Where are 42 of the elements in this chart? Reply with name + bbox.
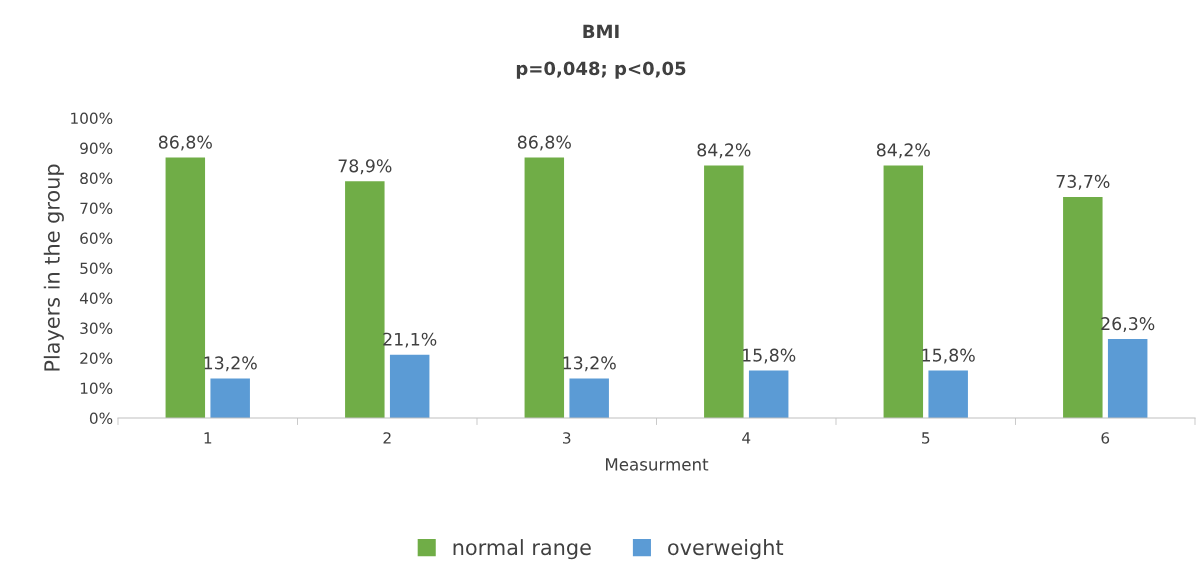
bar bbox=[704, 165, 744, 418]
data-label: 84,2% bbox=[876, 143, 930, 159]
data-label: 84,2% bbox=[697, 143, 751, 159]
chart-title: BMI bbox=[583, 24, 619, 38]
y-tick-label: 70% bbox=[80, 202, 113, 215]
x-tick-label: 2 bbox=[383, 432, 391, 444]
bar bbox=[165, 157, 206, 418]
x-tick-label: 6 bbox=[1101, 432, 1110, 444]
y-tick-label: 40% bbox=[79, 292, 113, 305]
bar bbox=[1063, 196, 1103, 418]
x-axis-title: Measurment bbox=[606, 458, 709, 471]
y-tick-label: 90% bbox=[80, 142, 113, 155]
y-tick-label: 50% bbox=[80, 262, 113, 275]
bar bbox=[569, 378, 609, 418]
data-label: 15,8% bbox=[743, 348, 796, 364]
bar bbox=[345, 181, 385, 418]
legend-label: overweight bbox=[668, 539, 784, 560]
y-tick-label: 30% bbox=[80, 322, 113, 335]
data-label: 86,8% bbox=[158, 135, 212, 151]
y-tick-label: 0% bbox=[89, 412, 113, 425]
bar bbox=[524, 157, 565, 418]
chart-subtitle: p=0,048; p<0,05 bbox=[516, 61, 686, 79]
legend-label: normal range bbox=[453, 539, 591, 560]
data-label: 78,9% bbox=[338, 159, 392, 175]
y-axis-title: Players in the group bbox=[43, 164, 64, 371]
bar bbox=[883, 165, 924, 418]
data-label: 73,7% bbox=[1056, 174, 1110, 190]
x-tick-label: 5 bbox=[922, 432, 930, 444]
y-tick-label: 10% bbox=[80, 382, 113, 395]
data-label: 86,8% bbox=[517, 135, 571, 151]
x-tick-label: 1 bbox=[204, 432, 212, 444]
bar bbox=[1107, 339, 1148, 418]
x-tick-label: 3 bbox=[563, 432, 571, 444]
bar bbox=[210, 378, 250, 418]
bar bbox=[389, 354, 430, 418]
bar bbox=[748, 370, 789, 418]
bar bbox=[928, 370, 968, 418]
y-tick-label: 20% bbox=[80, 352, 113, 365]
y-tick-label: 100% bbox=[71, 112, 113, 125]
x-tick-label: 4 bbox=[742, 432, 751, 444]
y-tick-label: 60% bbox=[80, 232, 113, 245]
y-tick-label: 80% bbox=[80, 172, 113, 185]
